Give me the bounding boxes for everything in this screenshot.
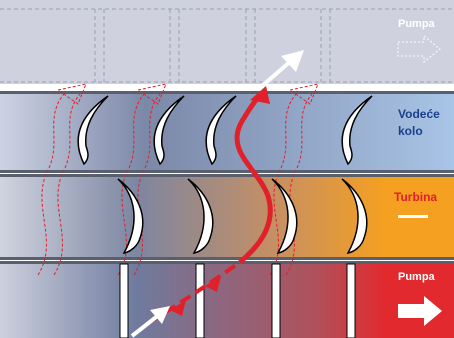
label-turbine: Turbina [394,190,437,204]
turbine-dash-icon [398,215,428,218]
top-pump-band [0,0,454,84]
pump-vane [196,264,204,338]
turbine-band [0,174,454,260]
label-impeller-line1: Vodeće [398,107,440,121]
pump-vane [347,264,355,338]
pump-vane [120,264,128,338]
label-bottom-pump: Pumpa [398,271,436,283]
label-top-pump: Pumpa [398,18,436,30]
label-impeller-line2: kolo [398,124,423,138]
pump-vane [272,264,280,338]
